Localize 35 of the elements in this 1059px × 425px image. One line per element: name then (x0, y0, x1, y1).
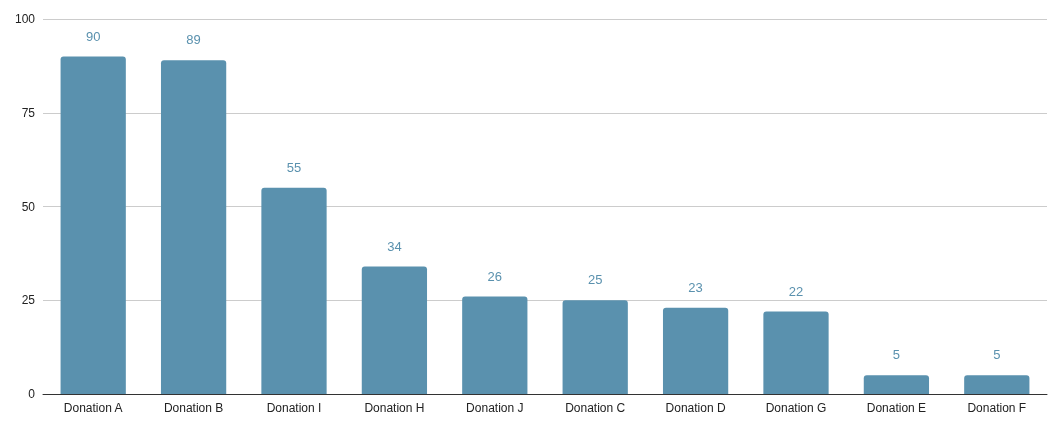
bar (562, 300, 628, 394)
y-tick-label: 25 (21, 293, 36, 308)
bar (160, 60, 227, 394)
y-tick-label: 50 (21, 199, 36, 214)
bar (462, 296, 528, 394)
x-tick-label: Donation C (565, 401, 626, 415)
data-label: 23 (688, 279, 703, 295)
data-label: 89 (186, 32, 201, 48)
x-tick-label: Donation A (63, 401, 123, 415)
data-label: 5 (993, 347, 1001, 363)
data-label: 34 (387, 238, 402, 254)
bar (361, 266, 428, 394)
data-label: 90 (85, 28, 101, 44)
y-tick-label: 0 (28, 387, 36, 401)
bar (662, 307, 729, 394)
data-label: 25 (587, 272, 603, 288)
x-tick-label: Donation E (866, 401, 927, 415)
x-tick-label: Donation J (466, 401, 524, 415)
data-label: 55 (286, 159, 302, 175)
data-label: 26 (487, 268, 503, 284)
data-label: 22 (788, 283, 804, 299)
x-tick-label: Donation D (665, 401, 726, 415)
data-label: 5 (892, 347, 901, 363)
x-tick-label: Donation B (163, 401, 224, 415)
y-tick-label: 100 (14, 12, 36, 26)
y-tick-label: 75 (21, 105, 36, 120)
bar (261, 187, 327, 394)
bar (60, 56, 126, 394)
bar (964, 375, 1030, 394)
bar (863, 375, 930, 394)
x-tick-label: Donation H (364, 401, 425, 415)
x-tick-label: Donation F (967, 401, 1027, 415)
x-tick-label: Donation G (765, 401, 827, 415)
bar (763, 311, 829, 394)
x-tick-label: Donation I (266, 401, 322, 415)
